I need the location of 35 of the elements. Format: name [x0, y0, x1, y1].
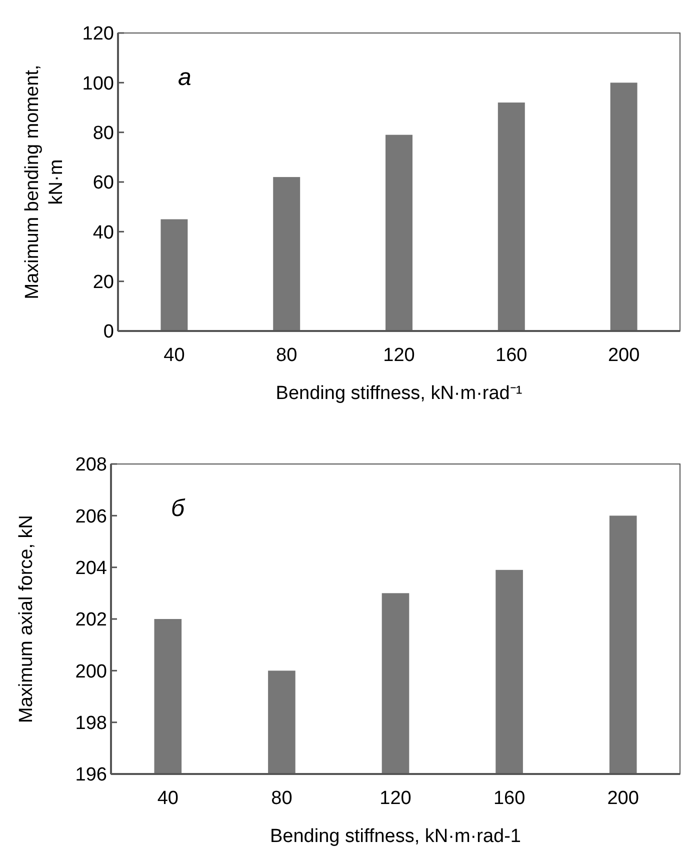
x-axis-title: Bending stiffness, kN·m·rad⁻¹ [276, 383, 522, 404]
bar [610, 82, 638, 331]
y-tick-label: 208 [75, 454, 107, 476]
y-axis-title: Maximum bending moment, kN·m [22, 64, 67, 300]
y-tick-label: 0 [103, 322, 114, 343]
bar [160, 219, 188, 331]
y-tick-label: 204 [75, 558, 108, 579]
x-tick-label: 40 [164, 345, 185, 366]
x-axis-title: Bending stiffness, kN·m·rad-1 [270, 826, 521, 847]
y-tick-label: 120 [82, 24, 114, 45]
x-tick-label: 120 [383, 345, 415, 366]
y-tick-label: 20 [92, 272, 114, 293]
y-axis-title: Maximum axial force, kN [16, 515, 37, 723]
x-tick-label: 160 [496, 345, 528, 366]
bar [386, 134, 412, 331]
y-tick-label: 60 [92, 172, 114, 194]
x-tick-label: 120 [380, 788, 412, 809]
y-tick-label: 198 [75, 712, 107, 734]
x-tick-label: 40 [157, 788, 178, 809]
annotation: a [178, 64, 192, 91]
y-tick-label: 80 [92, 122, 114, 144]
annotation: б [171, 495, 186, 522]
y-tick-label: 196 [75, 764, 107, 786]
bar [498, 102, 525, 331]
y-tick-label: 200 [75, 661, 107, 682]
x-tick-label: 160 [493, 788, 526, 809]
bar [273, 177, 300, 331]
x-tick-label: 80 [276, 345, 298, 366]
x-tick-label: 80 [271, 788, 292, 809]
x-tick-label: 200 [607, 788, 639, 809]
x-tick-label: 200 [608, 345, 640, 366]
y-tick-label: 40 [92, 222, 114, 244]
y-tick-label: 100 [82, 73, 114, 94]
y-tick-label: 206 [75, 506, 107, 528]
y-tick-label: 202 [75, 610, 107, 631]
